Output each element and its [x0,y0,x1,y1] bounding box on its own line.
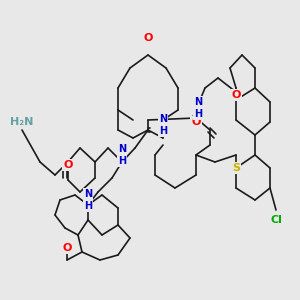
Text: S: S [232,163,240,173]
Text: O: O [231,90,241,100]
Text: O: O [143,33,153,43]
Text: O: O [62,243,72,253]
Text: Cl: Cl [270,215,282,225]
Text: H₂N: H₂N [10,117,34,127]
Text: N
H: N H [194,97,202,119]
Text: O: O [63,160,73,170]
Text: N
H: N H [84,189,92,211]
Text: N
H: N H [118,144,126,166]
Text: O: O [191,117,201,127]
Text: N
H: N H [159,114,167,136]
